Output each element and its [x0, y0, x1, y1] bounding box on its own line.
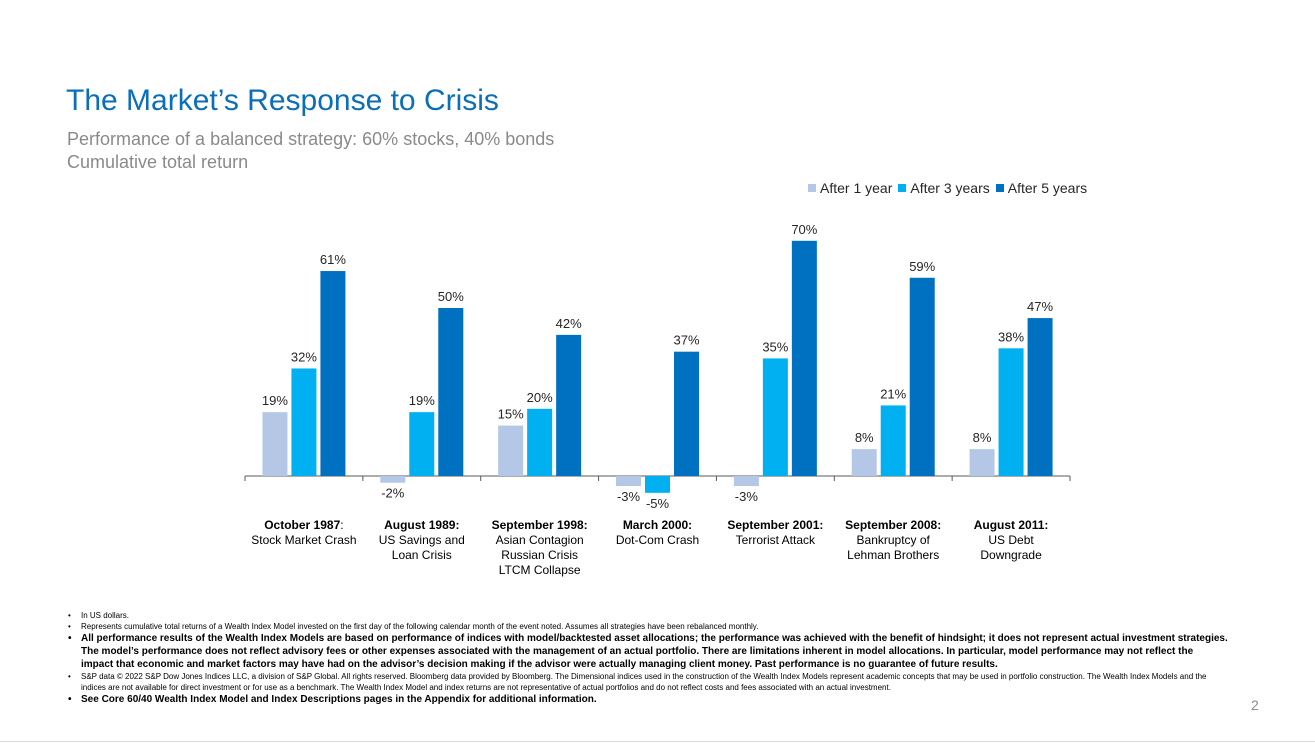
subtitle-strategy: Performance of a balanced strategy: 60% …	[67, 129, 555, 149]
legend-label-5-years: After 5 years	[1007, 180, 1088, 196]
bar-5-years-3	[674, 351, 699, 476]
bar-5-years-6	[1027, 318, 1053, 476]
bar-3-years-5	[880, 405, 906, 476]
category-label-2: September 1998: Asian Contagion Russian Cr…	[481, 518, 599, 578]
legend-item-3-years: After 3 years	[898, 180, 990, 196]
bar-3-years-2	[527, 408, 553, 476]
category-event-date: August 1989:	[384, 518, 460, 532]
category-event-desc: Russian Crisis	[501, 548, 578, 562]
bar-5-years-4	[791, 240, 817, 476]
bar-3-years-4	[762, 358, 788, 476]
category-event-desc: Lehman Brothers	[847, 548, 940, 562]
category-event-desc: US Debt	[988, 533, 1034, 547]
category-event-desc: Bankruptcy of	[856, 533, 930, 547]
data-label-3-years-5: 21%	[880, 386, 906, 401]
category-event-desc: US Savings and	[378, 533, 465, 547]
data-label-5-years-5: 59%	[909, 259, 935, 274]
data-label-1-year-3: -3%	[617, 489, 641, 504]
category-event-desc: Loan Crisis	[391, 548, 452, 562]
footnote-1: Represents cumulative total returns of a…	[68, 621, 1228, 632]
category-label-1: August 1989: US Savings and Loan Crisis	[363, 518, 481, 563]
category-event-date: August 2011:	[973, 518, 1049, 532]
data-label-5-years-4: 70%	[791, 222, 817, 237]
category-event-date: October 1987:	[264, 518, 344, 532]
footnote-2: All performance results of the Wealth In…	[68, 632, 1228, 671]
category-label-6: August 2011: US Debt Downgrade	[952, 518, 1070, 563]
chart-legend: After 1 year After 3 years After 5 years	[808, 180, 1087, 196]
category-event-date: March 2000:	[622, 518, 693, 532]
bar-1-year-1	[380, 476, 406, 483]
data-label-1-year-5: 8%	[855, 430, 874, 445]
subtitle: Performance of a balanced strategy: 60% …	[67, 128, 554, 174]
category-event-desc: LTCM Collapse	[498, 563, 581, 577]
bar-5-years-5	[909, 277, 935, 476]
category-event-desc: Asian Contagion	[495, 533, 584, 547]
category-event-date: September 2008:	[845, 518, 942, 532]
data-label-5-years-1: 50%	[438, 289, 464, 304]
legend-item-5-years: After 5 years	[995, 180, 1088, 196]
bar-5-years-0	[320, 271, 346, 476]
category-event-date: September 1998:	[491, 518, 588, 532]
subtitle-metric: Cumulative total return	[67, 152, 249, 172]
data-label-1-year-6: 8%	[973, 430, 992, 445]
data-label-3-years-4: 35%	[762, 339, 788, 354]
category-label-5: September 2008: Bankruptcy of Lehman Broth…	[834, 518, 952, 563]
footnotes: In US dollars.Represents cumulative tota…	[68, 610, 1228, 706]
bar-5-years-1	[438, 308, 464, 476]
bar-3-years-6	[998, 348, 1024, 476]
category-label-3: March 2000: Dot-Com Crash	[599, 518, 717, 548]
footnote-0: In US dollars.	[68, 610, 1228, 621]
data-label-1-year-4: -3%	[735, 489, 759, 504]
bar-3-years-1	[409, 412, 435, 476]
category-labels: October 1987: Stock Market Crash August 19…	[0, 518, 1315, 588]
data-label-5-years-6: 47%	[1027, 299, 1053, 314]
category-event-desc: Stock Market Crash	[251, 533, 357, 547]
legend-swatch-1-year	[808, 184, 816, 192]
data-label-3-years-2: 20%	[527, 390, 553, 405]
legend-label-3-years: After 3 years	[910, 180, 990, 196]
legend-swatch-5-years	[995, 184, 1004, 192]
bar-1-year-0	[262, 412, 288, 476]
footnote-4: See Core 60/40 Wealth Index Model and In…	[68, 693, 1228, 706]
bar-chart: 19% 32% 61% -2% 19% 50% 15%20% 42% -3% -5% 37% -3% 3…	[244, 222, 1071, 511]
legend-label-1-year: After 1 year	[820, 180, 893, 196]
bar-5-years-2	[556, 334, 582, 476]
page-number: 2	[1251, 697, 1259, 713]
data-label-3-years-3: -5%	[646, 496, 670, 511]
data-label-5-years-0: 61%	[320, 252, 346, 267]
category-event-desc: Terrorist Attack	[735, 533, 816, 547]
page-title: The Market’s Response to Crisis	[66, 84, 499, 117]
legend-item-1-year: After 1 year	[808, 180, 892, 196]
bar-1-year-5	[851, 449, 877, 476]
data-label-5-years-3: 37%	[673, 333, 699, 348]
data-label-1-year-1: -2%	[381, 486, 405, 501]
footnote-3: S&P data © 2022 S&P Dow Jones Indices LL…	[68, 671, 1228, 693]
bottom-divider	[0, 741, 1315, 742]
bar-1-year-2	[498, 425, 524, 476]
data-label-5-years-2: 42%	[556, 316, 582, 331]
data-label-1-year-0: 19%	[262, 393, 288, 408]
bar-1-year-6	[969, 449, 995, 476]
category-event-desc: Dot-Com Crash	[615, 533, 700, 547]
bar-3-years-0	[291, 368, 317, 476]
data-label-3-years-1: 19%	[409, 393, 435, 408]
data-label-3-years-0: 32%	[291, 349, 317, 364]
data-label-3-years-6: 38%	[998, 329, 1024, 344]
bar-3-years-3	[645, 476, 670, 493]
category-label-0: October 1987: Stock Market Crash	[245, 518, 363, 548]
bar-1-year-4	[733, 476, 759, 487]
category-event-desc: Downgrade	[980, 548, 1042, 562]
category-event-date: September 2001:	[727, 518, 824, 532]
data-label-1-year-2: 15%	[498, 407, 524, 422]
category-label-4: September 2001: Terrorist Attack	[716, 518, 834, 548]
bar-1-year-3	[616, 476, 641, 487]
legend-swatch-3-years	[898, 184, 907, 192]
